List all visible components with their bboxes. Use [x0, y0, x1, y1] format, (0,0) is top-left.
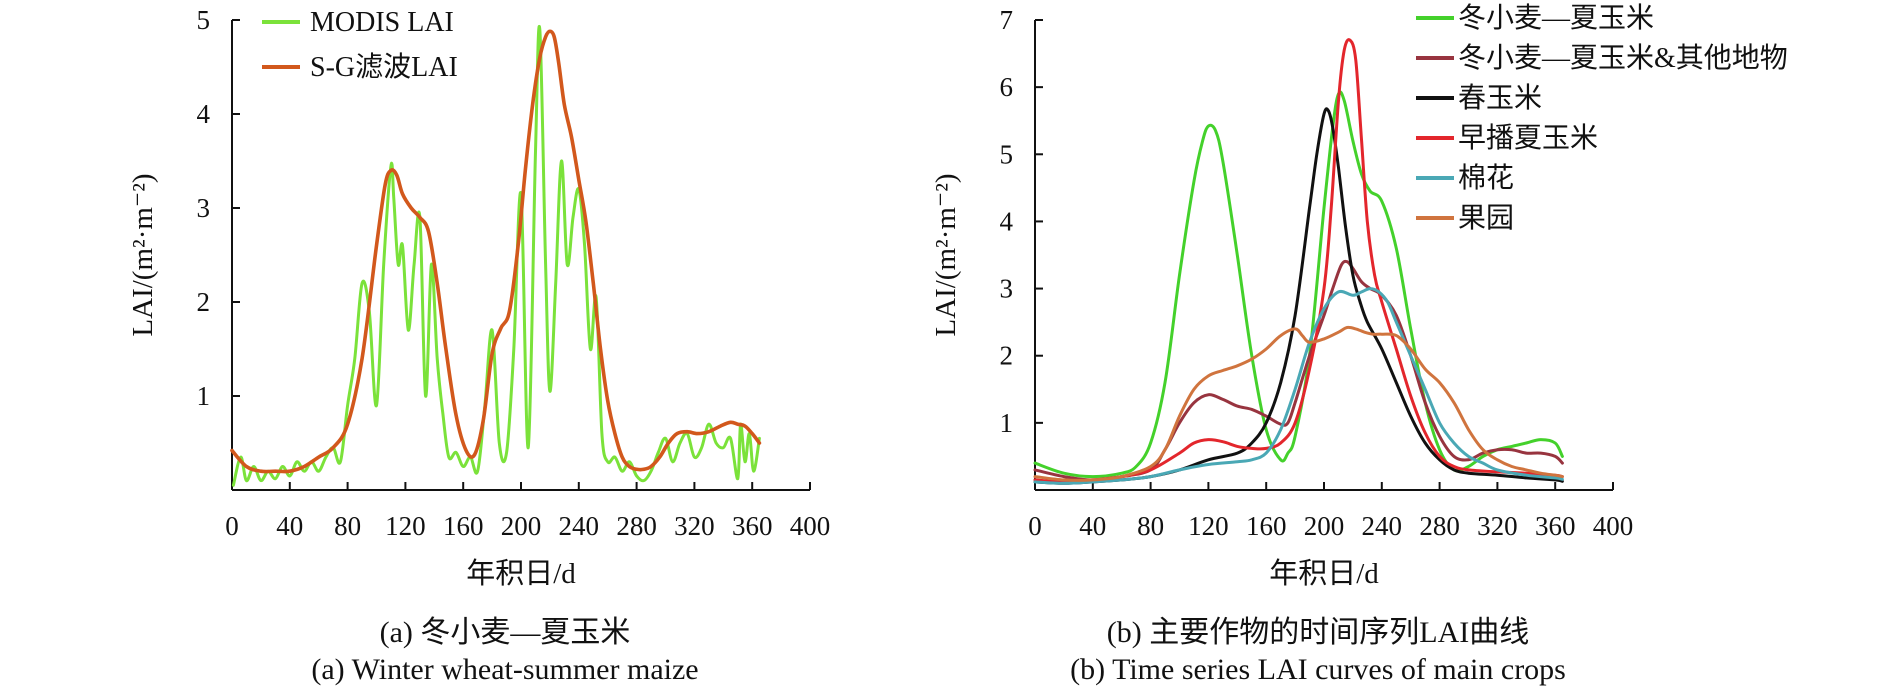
chart-a-x-tick-label: 360: [732, 511, 773, 541]
chart-b-x-tick-label: 240: [1362, 511, 1403, 541]
chart-b-x-tick-label: 400: [1593, 511, 1634, 541]
chart-a-x-axis-title: 年积日/d: [466, 557, 576, 590]
chart-a-x-tick-label: 120: [385, 511, 426, 541]
chart-b-series-line-0: [1033, 90, 1564, 479]
chart-a-y-tick-label: 1: [197, 381, 211, 411]
chart-b-legend-label-3: 早播夏玉米: [1458, 122, 1598, 154]
chart-b-y-tick-label: 6: [1000, 72, 1014, 102]
chart-a-x-tick-label: 0: [225, 511, 239, 541]
chart-a-legend-label-1: S-G滤波LAI: [310, 51, 458, 83]
chart-b-caption-en: (b) Time series LAI curves of main crops: [1070, 653, 1566, 686]
chart-b-y-tick-label: 1: [1000, 408, 1014, 438]
chart-a-x-tick-label: 40: [276, 511, 303, 541]
chart-b-x-tick-label: 320: [1477, 511, 1518, 541]
chart-b-legend-label-2: 春玉米: [1458, 82, 1542, 114]
chart-b-x-axis-title: 年积日/d: [1269, 557, 1379, 590]
chart-a-x-tick-label: 240: [559, 511, 600, 541]
chart-a-x-tick-label: 280: [616, 511, 657, 541]
chart-b-x-tick-label: 120: [1188, 511, 1229, 541]
chart-a-series-line-1: [230, 29, 762, 474]
chart-a-y-tick-label: 3: [197, 193, 211, 223]
chart-b-y-tick-label: 2: [1000, 341, 1014, 371]
chart-b-legend-label-1: 冬小麦—夏玉米&其他地物: [1458, 42, 1788, 74]
chart-b-x-tick-label: 200: [1304, 511, 1345, 541]
chart-a-x-tick-label: 200: [501, 511, 542, 541]
chart-a-y-axis-title: LAI/(m²·m⁻²): [127, 173, 159, 336]
chart-b-legend-label-4: 棉花: [1458, 162, 1514, 194]
chart-a-x-tick-label: 80: [334, 511, 361, 541]
chart-b-series-line-4: [1033, 287, 1564, 485]
chart-b-caption-cn: (b) 主要作物的时间序列LAI曲线: [1107, 616, 1529, 649]
chart-a: (a) 冬小麦—夏玉米 (a) Winter wheat-summer maiz…: [127, 5, 830, 686]
chart-b-series-line-5: [1033, 325, 1564, 482]
chart-a-x-tick-label: 320: [674, 511, 715, 541]
chart-b-x-tick-label: 0: [1028, 511, 1042, 541]
chart-a-legend-label-0: MODIS LAI: [310, 7, 454, 38]
chart-a-x-tick-label: 160: [443, 511, 484, 541]
chart-a-caption-cn: (a) 冬小麦—夏玉米: [380, 616, 631, 649]
chart-b-legend-label-5: 果园: [1458, 203, 1514, 234]
chart-b-y-axis-title: LAI/(m²·m⁻²): [930, 173, 962, 336]
chart-a-caption-en: (a) Winter wheat-summer maize: [311, 653, 698, 686]
chart-b-x-tick-label: 40: [1079, 511, 1106, 541]
chart-a-y-tick-label: 2: [197, 287, 211, 317]
chart-b-y-tick-label: 7: [1000, 5, 1014, 35]
chart-b-x-tick-label: 160: [1246, 511, 1287, 541]
chart-b-y-tick-label: 4: [1000, 206, 1014, 236]
chart-b-x-tick-label: 80: [1137, 511, 1164, 541]
chart-b: (b) 主要作物的时间序列LAI曲线 (b) Time series LAI c…: [930, 2, 1788, 686]
chart-b-x-tick-label: 280: [1419, 511, 1460, 541]
chart-b-series-line-3: [1033, 38, 1564, 484]
chart-a-y-tick-label: 4: [197, 99, 211, 129]
chart-b-y-tick-label: 3: [1000, 274, 1014, 304]
chart-b-legend-label-0: 冬小麦—夏玉米: [1458, 2, 1654, 34]
chart-a-x-tick-label: 400: [790, 511, 831, 541]
chart-b-series-line-1: [1033, 259, 1564, 482]
chart-a-series-line-0: [231, 25, 761, 487]
chart-b-x-tick-label: 360: [1535, 511, 1576, 541]
chart-b-y-tick-label: 5: [1000, 139, 1014, 169]
chart-a-y-tick-label: 5: [197, 5, 211, 35]
